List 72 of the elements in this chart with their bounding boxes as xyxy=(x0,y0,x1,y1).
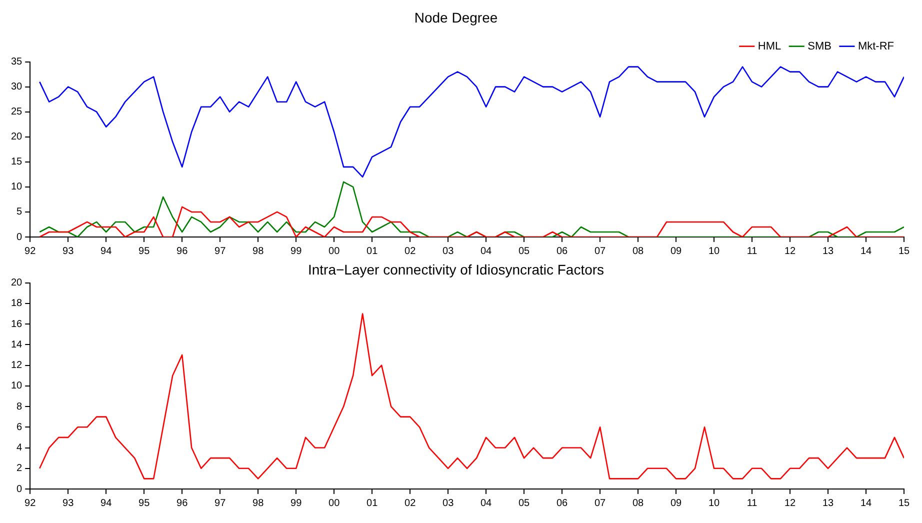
x-tick-label: 09 xyxy=(670,246,682,257)
y-tick-label: 14 xyxy=(11,339,23,350)
x-tick-label: 11 xyxy=(746,246,758,257)
x-tick-label: 95 xyxy=(138,498,150,509)
x-tick-label: 14 xyxy=(860,246,872,257)
x-tick-label: 12 xyxy=(784,246,796,257)
legend-label: HML xyxy=(758,40,782,52)
x-tick-label: 01 xyxy=(366,498,378,509)
y-tick-label: 25 xyxy=(11,106,23,118)
y-tick-label: 30 xyxy=(11,82,23,93)
x-tick-label: 92 xyxy=(24,498,36,509)
x-tick-label: 94 xyxy=(100,246,112,257)
x-tick-label: 08 xyxy=(632,246,644,257)
x-tick-label: 08 xyxy=(632,498,644,509)
x-tick-label: 99 xyxy=(290,498,302,509)
x-tick-label: 06 xyxy=(556,498,568,509)
x-tick-label: 11 xyxy=(746,498,758,509)
x-tick-label: 14 xyxy=(860,498,872,509)
x-tick-label: 03 xyxy=(442,498,454,509)
x-tick-label: 13 xyxy=(822,246,834,257)
x-tick-label: 94 xyxy=(100,498,112,509)
chart-title: Intra−Layer connectivity of Idiosyncratic Factors xyxy=(308,261,604,278)
legend-label: SMB xyxy=(808,40,832,52)
x-tick-label: 04 xyxy=(480,498,492,509)
x-tick-label: 05 xyxy=(518,498,530,509)
chart-title: Node Degree xyxy=(414,9,498,26)
x-tick-label: 07 xyxy=(594,498,606,509)
x-tick-label: 99 xyxy=(290,246,302,257)
x-tick-label: 02 xyxy=(404,246,416,257)
y-tick-label: 0 xyxy=(16,232,23,243)
y-tick-label: 0 xyxy=(16,484,23,495)
x-tick-label: 07 xyxy=(594,246,606,257)
x-tick-label: 15 xyxy=(898,246,910,257)
legend-label: Mkt-RF xyxy=(858,40,894,52)
x-tick-label: 04 xyxy=(480,246,492,257)
y-tick-label: 6 xyxy=(16,422,23,433)
y-tick-label: 10 xyxy=(11,182,23,193)
y-tick-label: 5 xyxy=(16,206,23,218)
y-tick-label: 18 xyxy=(11,298,23,310)
x-tick-label: 02 xyxy=(404,498,416,509)
x-tick-label: 92 xyxy=(24,246,36,257)
y-tick-label: 35 xyxy=(11,56,23,68)
x-tick-label: 09 xyxy=(670,498,682,509)
y-tick-label: 20 xyxy=(11,132,23,143)
x-tick-label: 96 xyxy=(176,498,188,509)
x-tick-label: 10 xyxy=(708,246,720,257)
y-tick-label: 2 xyxy=(16,463,23,474)
y-tick-label: 12 xyxy=(11,360,23,372)
y-tick-label: 10 xyxy=(11,380,23,392)
x-tick-label: 00 xyxy=(328,498,340,509)
x-tick-label: 98 xyxy=(252,498,264,509)
x-tick-label: 12 xyxy=(784,498,796,509)
x-tick-label: 00 xyxy=(328,246,340,257)
x-tick-label: 06 xyxy=(556,246,568,257)
y-tick-label: 8 xyxy=(16,401,23,412)
x-tick-label: 10 xyxy=(708,498,720,509)
y-tick-label: 16 xyxy=(11,318,23,330)
x-tick-label: 01 xyxy=(366,246,378,257)
x-tick-label: 97 xyxy=(214,246,226,257)
x-tick-label: 97 xyxy=(214,498,226,509)
y-tick-label: 4 xyxy=(16,442,23,454)
x-tick-label: 03 xyxy=(442,246,454,257)
x-tick-label: 95 xyxy=(138,246,150,257)
x-tick-label: 98 xyxy=(252,246,264,257)
y-tick-label: 15 xyxy=(11,156,23,168)
x-tick-label: 13 xyxy=(822,498,834,509)
x-tick-label: 96 xyxy=(176,246,188,257)
y-tick-label: 20 xyxy=(11,278,23,289)
x-tick-label: 15 xyxy=(898,498,910,509)
x-tick-label: 93 xyxy=(62,246,74,257)
x-tick-label: 05 xyxy=(518,246,530,257)
x-tick-label: 93 xyxy=(62,498,74,509)
